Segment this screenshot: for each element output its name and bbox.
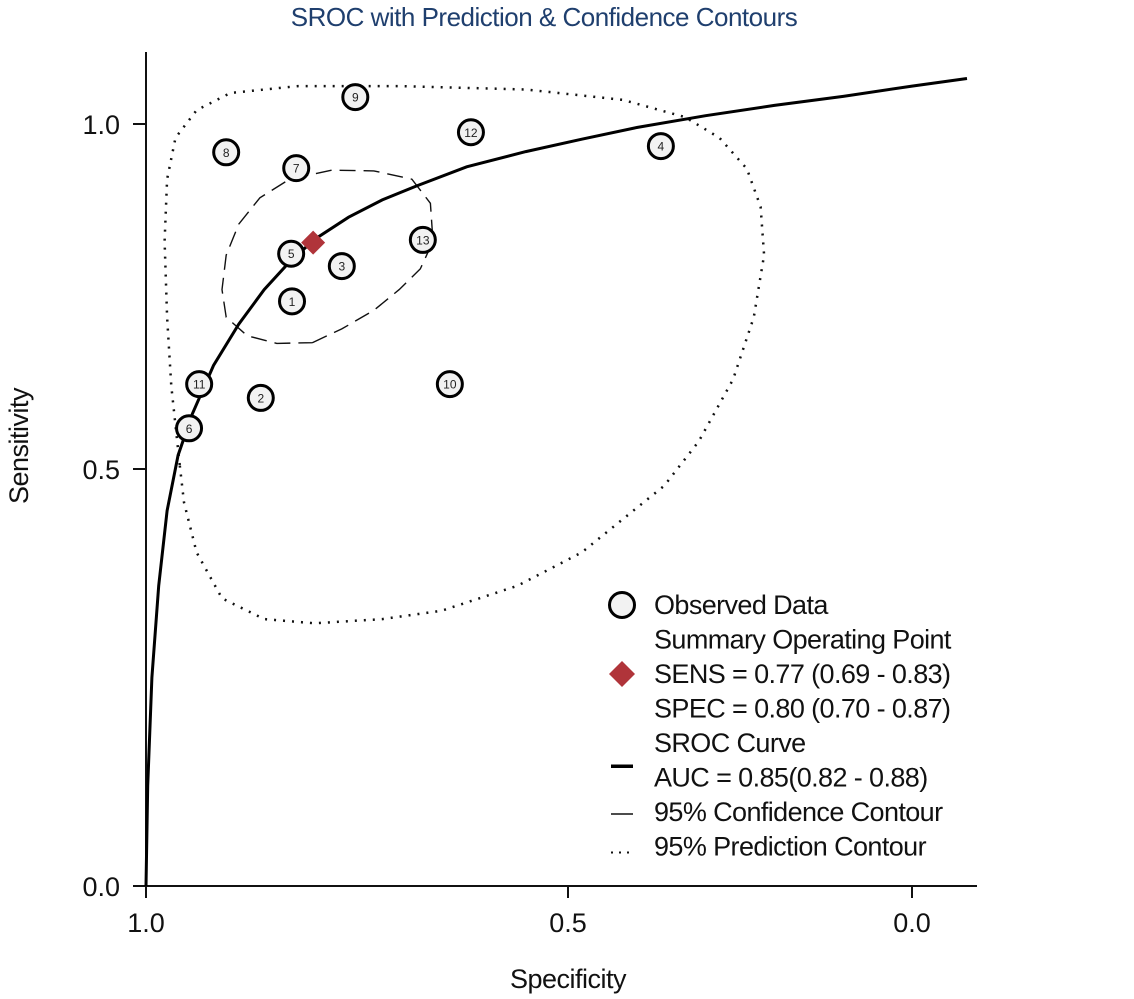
observed-point-marker	[646, 132, 675, 161]
legend-item-thin-line: 95% Confidence Contour	[611, 797, 944, 827]
observed-point-marker	[175, 414, 204, 443]
legend-text: SENS = 0.77 (0.69 - 0.83)	[654, 659, 950, 689]
observed-point-label: 11	[193, 378, 206, 392]
prediction-contour-group	[163, 84, 766, 625]
y-tick-label: 0.5	[82, 455, 120, 485]
legend-text: 95% Prediction Contour	[654, 832, 927, 862]
observed-point-marker	[456, 118, 485, 147]
observed-point-label: 4	[658, 140, 665, 154]
legend-text: 95% Confidence Contour	[654, 797, 943, 827]
axes	[139, 52, 977, 894]
observed-point-label: 6	[186, 422, 193, 436]
legend-text: AUC = 0.85(0.82 - 0.88)	[654, 763, 928, 793]
observed-point-10: 10	[435, 370, 464, 399]
observed-point-9: 9	[341, 83, 370, 112]
legend-text: SROC Curve	[654, 728, 806, 758]
observed-point-3: 3	[327, 252, 356, 281]
sroc-curve	[144, 77, 968, 887]
x-tick-label: 1.0	[127, 908, 165, 938]
observed-point-marker	[277, 239, 306, 268]
y-tick-label: 0.0	[82, 872, 120, 902]
observed-point-marker	[246, 383, 275, 412]
observed-point-12: 12	[456, 118, 485, 147]
x-axis-label: Specificity	[510, 964, 627, 994]
observed-point-marker	[341, 83, 370, 112]
chart-title: SROC with Prediction & Confidence Contou…	[291, 2, 798, 32]
observed-point-label: 8	[223, 146, 230, 160]
observed-point-marker	[185, 370, 214, 399]
observed-point-4: 4	[646, 132, 675, 161]
observed-point-label: 7	[293, 162, 300, 176]
observed-point-label: 2	[257, 391, 264, 405]
observed-point-label: 13	[416, 233, 430, 247]
legend-item-circle: Observed Data	[608, 590, 830, 620]
observed-point-label: 5	[288, 247, 295, 261]
observed-point-11: 11	[185, 370, 214, 399]
x-tick-label: 0.5	[549, 908, 587, 938]
summary-point-group	[301, 230, 326, 255]
summary-operating-point	[301, 230, 326, 255]
observed-point-marker	[212, 138, 241, 167]
observed-point-label: 3	[338, 260, 345, 274]
legend-text: Summary Operating Point	[654, 625, 952, 655]
x-tick-label: 0.0	[893, 908, 931, 938]
observed-point-marker	[408, 225, 437, 254]
observed-point-marker	[278, 287, 307, 316]
observed-point-marker	[282, 154, 311, 183]
sroc-curve-group	[144, 77, 968, 887]
prediction-contour	[163, 84, 766, 625]
legend-diamond-icon	[609, 661, 635, 687]
observed-point-1: 1	[278, 287, 307, 316]
observed-point-label: 1	[289, 295, 296, 309]
x-ticks: 1.0 0.5 0.0	[127, 886, 931, 938]
legend-circle-icon	[608, 591, 636, 619]
observed-point-label: 10	[443, 378, 457, 392]
confidence-contour-group	[221, 169, 434, 345]
observed-point-marker	[327, 252, 356, 281]
observed-point-6: 6	[175, 414, 204, 443]
observed-point-2: 2	[246, 383, 275, 412]
legend-item-thick-line: SROC Curve AUC = 0.85(0.82 - 0.88)	[611, 728, 928, 793]
legend-item-dots: 95% Prediction Contour	[611, 832, 927, 862]
confidence-contour	[221, 169, 434, 345]
legend-text: Observed Data	[654, 590, 829, 620]
observed-point-13: 13	[408, 225, 437, 254]
y-tick-label: 1.0	[82, 110, 120, 140]
observed-point-label: 9	[352, 91, 359, 105]
observed-point-marker	[435, 370, 464, 399]
legend: Observed Data Summary Operating Point SENS…	[608, 590, 953, 862]
observed-point-label: 12	[464, 126, 478, 140]
y-axis-label: Sensitivity	[4, 387, 34, 504]
y-ticks: 0.0 0.5 1.0	[82, 110, 146, 902]
observed-point-8: 8	[212, 138, 241, 167]
legend-item-diamond: Summary Operating Point SENS = 0.77 (0.69…	[609, 625, 953, 724]
observed-point-5: 5	[277, 239, 306, 268]
observed-point-7: 7	[282, 154, 311, 183]
legend-text: SPEC = 0.80 (0.70 - 0.87)	[654, 694, 950, 724]
